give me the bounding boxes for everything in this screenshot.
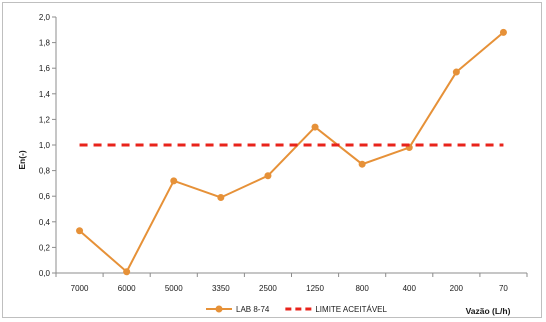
y-tick-label: 0,2 [39,243,51,252]
data-point [452,68,460,76]
y-tick-label: 2,0 [39,13,51,22]
legend-label: LAB 8-74 [236,305,270,314]
legend-label: LIMITE ACEITÁVEL [315,305,387,314]
x-tick-label: 2500 [259,284,277,293]
data-point [499,28,507,36]
x-tick-label: 6000 [118,284,136,293]
x-tick-label: 400 [403,284,417,293]
x-axis-label: Vazão (L/h) [466,306,511,316]
axes [52,16,528,277]
series-line [78,31,505,274]
x-tick-label: 800 [355,284,369,293]
legend-item: LAB 8-74 [206,305,270,314]
x-tick-labels: 7000 6000 5000 3350 2500 1250 800 400 200 70 [71,284,509,293]
data-point [358,160,366,168]
data-point [76,227,84,235]
series-lab-8-74 [76,28,507,276]
y-tick-label: 0,6 [39,192,51,201]
x-tick-label: 70 [499,284,508,293]
y-tick-labels: 0,0 0,2 0,4 0,6 0,8 1,0 1,2 1,4 1,6 1,8 2,0 [39,13,51,278]
chart-frame [2,2,542,318]
y-tick-label: 0,4 [39,218,51,227]
x-tick-label: 7000 [71,284,89,293]
y-tick-label: 1,6 [39,64,51,73]
data-point [170,177,178,185]
legend-marker [215,305,223,313]
data-point [123,268,131,276]
x-tick-label: 200 [450,284,464,293]
x-tick-label: 5000 [165,284,183,293]
y-tick-label: 1,4 [39,90,51,99]
data-point [264,172,272,180]
y-tick-label: 1,8 [39,39,51,48]
data-point [217,193,225,201]
x-tick-label: 1250 [306,284,324,293]
series-layer [76,28,507,276]
y-tick-label: 0,8 [39,167,51,176]
data-point [311,123,319,131]
x-tick-label: 3350 [212,284,230,293]
y-tick-label: 0,0 [39,269,51,278]
legend: LAB 8-74 LIMITE ACEITÁVEL [206,305,387,314]
y-axis-label: En(-) [17,150,27,170]
y-tick-label: 1,0 [39,141,51,150]
y-tick-label: 1,2 [39,115,51,124]
legend-item: LIMITE ACEITÁVEL [285,305,387,314]
